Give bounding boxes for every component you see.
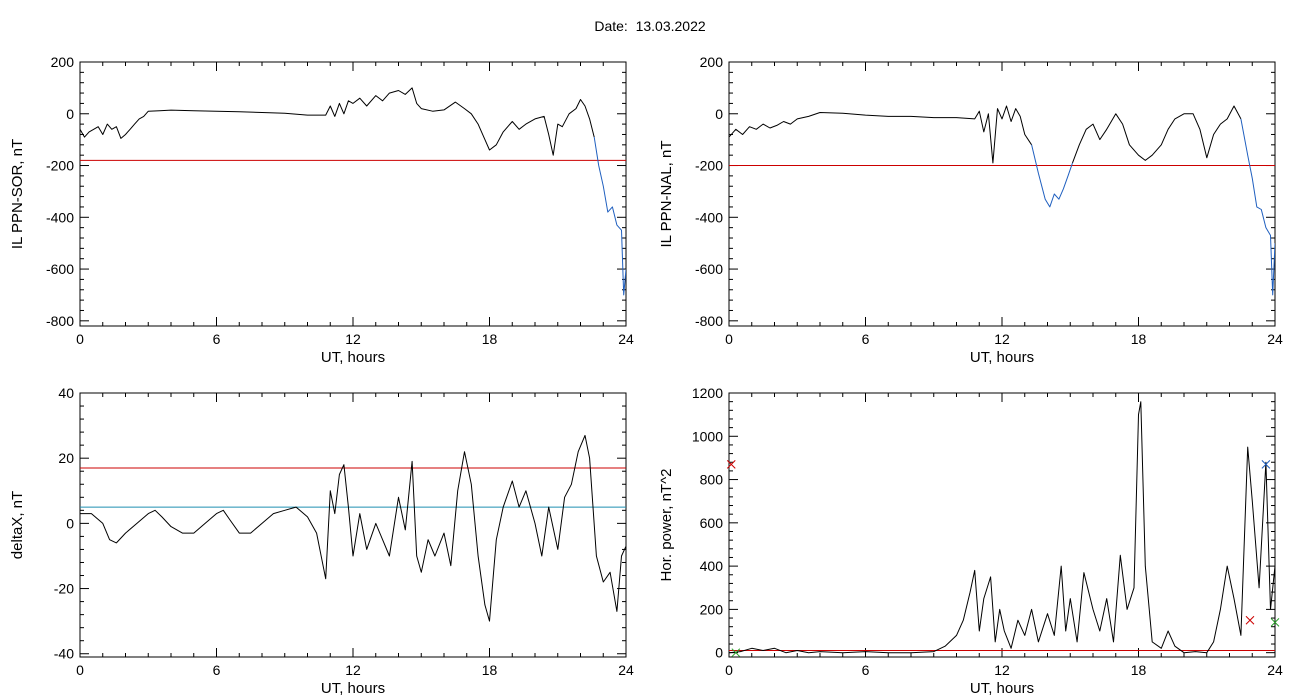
y-tick-label: -200: [46, 158, 74, 174]
x-tick-label: 24: [1267, 331, 1283, 347]
page-title: Date: 13.03.2022: [0, 18, 1300, 34]
plot-frame: [728, 392, 1276, 658]
series-line: [593, 137, 626, 296]
y-tick-label: 600: [700, 515, 724, 531]
x-tick-label: 0: [725, 662, 733, 678]
x-tick-label: 6: [862, 662, 870, 678]
x-marker: [1261, 460, 1271, 469]
y-axis-label: deltaX, nT: [9, 491, 26, 559]
x-tick-label: 0: [725, 331, 733, 347]
y-tick-label: -800: [46, 313, 74, 329]
x-tick-label: 18: [482, 662, 498, 678]
y-tick-label: 0: [715, 106, 723, 122]
series-line: [80, 434, 626, 622]
panel-delta-x: 0 6 12 18 24 -40 -20 0 20 40 UT, hours deltaX, nT: [9, 385, 634, 697]
y-tick-label: 0: [66, 515, 74, 531]
x-tick-label: 0: [76, 662, 84, 678]
x-tick-label: 6: [213, 662, 221, 678]
y-axis-label: IL PPN-NAL, nT: [658, 141, 675, 248]
x-tick-label: 6: [213, 331, 221, 347]
x-tick-label: 12: [345, 662, 361, 678]
x-tick-label: 12: [345, 331, 361, 347]
y-tick-label: 20: [58, 450, 74, 466]
plot-frame: [79, 392, 627, 658]
y-tick-label: -400: [695, 209, 723, 225]
y-tick-label: 0: [715, 645, 723, 661]
date-label: Date:: [594, 18, 628, 34]
y-tick-label: 400: [700, 558, 724, 574]
x-tick-label: 18: [1131, 331, 1147, 347]
x-axis-label: UT, hours: [970, 680, 1034, 697]
y-tick-label: 200: [700, 601, 724, 617]
y-tick-label: -600: [46, 261, 74, 277]
series-line: [729, 105, 1033, 164]
y-tick-label: 40: [58, 385, 74, 401]
x-tick-label: 12: [994, 331, 1010, 347]
y-tick-label: 200: [51, 54, 75, 70]
y-tick-label: 1200: [692, 385, 723, 401]
x-axis-label: UT, hours: [970, 349, 1034, 366]
x-marker: [726, 460, 736, 469]
y-tick-label: -40: [54, 646, 74, 662]
y-axis-label: IL PPN-SOR, nT: [9, 139, 26, 249]
y-tick-label: 0: [66, 106, 74, 122]
y-axis-label: Hor. power, nT^2: [658, 469, 675, 582]
plot-frame: [728, 61, 1276, 327]
y-tick-label: 800: [700, 472, 724, 488]
x-axis-label: UT, hours: [321, 680, 385, 697]
y-tick-label: 1000: [692, 428, 723, 444]
date-value: 13.03.2022: [635, 18, 706, 34]
series-line: [1240, 118, 1275, 296]
x-marker: [1270, 618, 1280, 627]
x-tick-label: 12: [994, 662, 1010, 678]
x-tick-label: 24: [618, 662, 634, 678]
x-marker: [731, 648, 741, 658]
plot-frame: [79, 61, 627, 327]
panel-il-nal: 0 6 12 18 24 -800 -600 -400 -200 0 200 UT, hours IL …: [658, 54, 1283, 366]
x-marker: [1245, 615, 1255, 625]
x-tick-label: 0: [76, 331, 84, 347]
series-line: [1072, 105, 1242, 164]
series-line: [729, 401, 1275, 654]
y-tick-label: -800: [695, 313, 723, 329]
y-tick-label: -20: [54, 581, 74, 597]
x-tick-label: 24: [618, 331, 634, 347]
x-tick-label: 24: [1267, 662, 1283, 678]
y-tick-label: 200: [700, 54, 724, 70]
series-line: [1031, 144, 1073, 208]
x-axis-label: UT, hours: [321, 349, 385, 366]
x-tick-label: 18: [482, 331, 498, 347]
x-tick-label: 18: [1131, 662, 1147, 678]
panel-hor-power: 0 6 12 18 24 0 200 400 600 800 1000 1200 UT, hours Ho…: [658, 385, 1283, 697]
y-tick-label: -400: [46, 209, 74, 225]
x-tick-label: 6: [862, 331, 870, 347]
panel-il-sor: 0 6 12 18 24 -800 -600 -400 -200 0 200 UT, hours IL …: [9, 54, 634, 366]
y-tick-label: -200: [695, 158, 723, 174]
y-tick-label: -600: [695, 261, 723, 277]
series-line: [80, 87, 595, 156]
